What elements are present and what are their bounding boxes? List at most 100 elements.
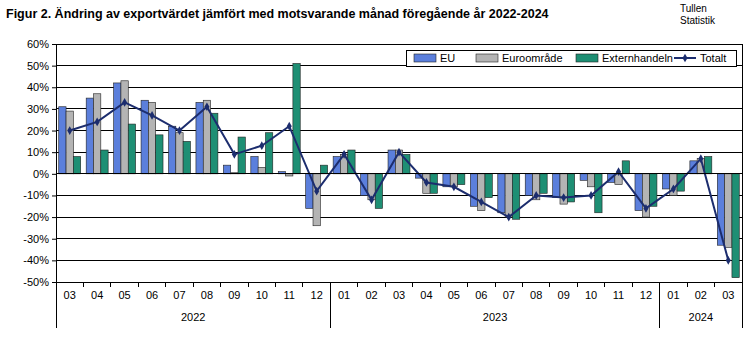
marker — [506, 213, 511, 222]
legend-label: EU — [440, 52, 455, 64]
tick: -40% — [23, 254, 56, 266]
marker — [177, 126, 182, 135]
bar — [114, 83, 121, 174]
legend-swatch — [576, 54, 598, 62]
marker — [479, 198, 484, 207]
category-separator — [275, 282, 276, 287]
grid-line — [56, 87, 742, 88]
tick-label: -20% — [23, 211, 49, 223]
tick: 40% — [27, 81, 56, 93]
grid-line — [56, 108, 742, 109]
tick: -30% — [23, 233, 56, 245]
bar — [622, 161, 629, 174]
tick-mark — [52, 152, 56, 153]
bar — [725, 174, 732, 248]
tick: 09 — [558, 282, 570, 301]
marker — [204, 102, 209, 111]
tick: -50% — [23, 276, 56, 288]
category-separator — [714, 282, 715, 287]
grid — [56, 44, 742, 282]
tick-mark — [52, 217, 56, 218]
bar — [560, 174, 567, 204]
grid-line — [56, 238, 742, 239]
legend-box — [406, 50, 736, 66]
tick-label: 06 — [475, 289, 487, 301]
plot-frame — [56, 44, 742, 282]
legend: EUEuroområdeExternhandelnTotalt — [406, 50, 736, 66]
tick-label: 03 — [722, 289, 734, 301]
group-separator — [659, 282, 660, 328]
category-separator — [302, 282, 303, 287]
marker — [396, 148, 401, 157]
bar — [258, 167, 265, 173]
tick: 11 — [284, 282, 295, 301]
tick-label: 30% — [27, 103, 49, 115]
category-separator — [83, 282, 84, 287]
tick-label: 20% — [27, 125, 49, 137]
annotation: Tullen — [680, 3, 707, 14]
bar — [223, 165, 230, 174]
bar — [525, 174, 532, 196]
bar — [313, 174, 320, 226]
tick-label: 08 — [530, 289, 542, 301]
group-separator — [330, 282, 331, 328]
marker — [287, 122, 292, 131]
tick: 12 — [311, 282, 323, 301]
chart: Figur 2. Ändring av exportvärdet jämfört… — [0, 0, 756, 340]
bar — [128, 124, 135, 174]
bar — [66, 111, 73, 174]
bar — [101, 150, 108, 174]
tick: 10% — [27, 146, 56, 158]
tick-label: 02 — [365, 289, 377, 301]
bar — [505, 174, 512, 217]
tick: 02 — [695, 282, 707, 301]
tick-mark — [52, 109, 56, 110]
bar — [670, 174, 677, 196]
tick-label: 03 — [393, 289, 405, 301]
x-axis: 0304050607080910111201020304050607080910… — [57, 282, 743, 301]
tick-mark — [52, 66, 56, 67]
marker — [342, 150, 347, 159]
bar — [156, 135, 163, 174]
category-separator — [577, 282, 578, 287]
marker — [726, 256, 731, 265]
bar — [169, 126, 176, 174]
grid-line — [56, 130, 742, 131]
legend-swatch — [414, 54, 436, 62]
category-separator — [193, 282, 194, 287]
marker — [150, 111, 155, 120]
marker — [424, 178, 429, 187]
tick: 06 — [475, 282, 487, 301]
tick-mark — [52, 239, 56, 240]
category-separator — [467, 282, 468, 287]
marker — [698, 154, 703, 163]
tick-label: 01 — [338, 289, 350, 301]
category-separator — [549, 282, 550, 287]
tick-label: 12 — [640, 289, 652, 301]
plot: -50%-40%-30%-20%-10%0%10%20%30%40%50%60%… — [23, 38, 742, 328]
tick-label: 01 — [667, 289, 679, 301]
tick: 05 — [118, 282, 130, 301]
tick-label: 07 — [173, 289, 185, 301]
legend-item: Externhandeln — [576, 52, 673, 64]
marks — [59, 63, 740, 277]
tick-mark — [52, 131, 56, 132]
marker — [122, 98, 127, 107]
bar — [642, 174, 649, 217]
tick: -10% — [23, 189, 56, 201]
tick-label: 10 — [256, 289, 268, 301]
tick: 03 — [393, 282, 405, 301]
bar — [540, 174, 547, 193]
tick-label: 03 — [64, 289, 76, 301]
tick: 02 — [365, 282, 377, 301]
category-separator — [495, 282, 496, 287]
bar — [176, 133, 183, 174]
category-separator — [220, 282, 221, 287]
legend-item: EU — [414, 52, 455, 64]
tick-label: 12 — [311, 289, 323, 301]
category-separator — [440, 282, 441, 287]
tick: 50% — [27, 60, 56, 72]
group-separator — [56, 282, 57, 328]
bar — [86, 98, 93, 174]
bar — [293, 63, 300, 173]
